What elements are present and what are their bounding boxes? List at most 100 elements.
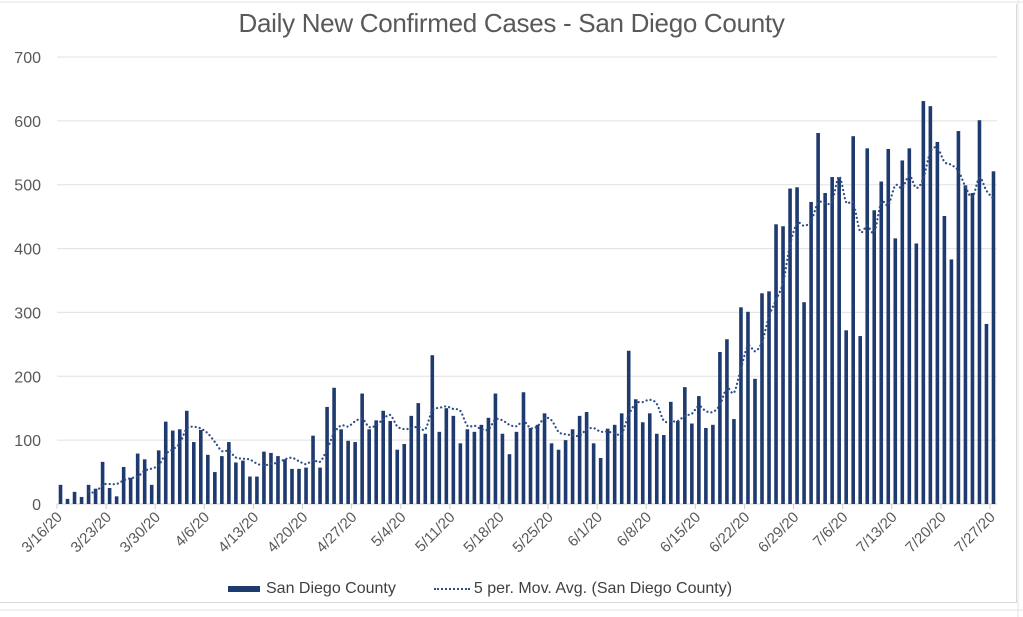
bar — [521, 392, 526, 504]
bar — [795, 187, 799, 505]
bar — [647, 413, 652, 504]
x-tick-label: 6/29/20 — [755, 509, 802, 556]
bar — [444, 408, 449, 504]
x-tick-label: 7/6/20 — [810, 509, 852, 551]
bar — [177, 429, 182, 504]
x-tick-label: 6/15/20 — [657, 509, 704, 556]
bar — [879, 181, 884, 504]
bar — [388, 420, 393, 504]
bar — [227, 442, 231, 504]
bar — [269, 452, 273, 504]
x-tick-label: 3/16/20 — [18, 509, 65, 556]
bar — [802, 302, 806, 504]
bar — [465, 429, 470, 504]
bar — [570, 429, 575, 504]
bar — [346, 440, 350, 504]
x-tick-label: 4/27/20 — [313, 509, 360, 556]
y-tick-label: 400 — [14, 242, 41, 259]
bar — [683, 387, 687, 504]
bar — [767, 291, 771, 504]
bar — [437, 431, 442, 504]
bar — [360, 393, 364, 504]
bar — [107, 488, 112, 504]
bar — [584, 412, 589, 504]
bar — [865, 148, 870, 504]
bar — [633, 399, 638, 504]
bar — [262, 451, 266, 504]
bar — [367, 429, 371, 504]
bar — [72, 491, 77, 504]
bar — [170, 430, 175, 504]
bar — [191, 442, 196, 504]
x-tick-label: 7/13/20 — [853, 509, 900, 556]
bar — [339, 429, 343, 504]
bar — [640, 422, 645, 504]
bar — [809, 201, 813, 504]
bar — [844, 330, 848, 504]
bar — [402, 443, 407, 504]
bar — [163, 421, 168, 504]
bar — [500, 433, 505, 504]
bar — [942, 216, 947, 505]
bar — [156, 450, 161, 504]
bar — [248, 476, 252, 504]
bar — [900, 160, 905, 504]
bar — [711, 424, 715, 504]
bar — [128, 477, 133, 504]
bar — [479, 424, 484, 504]
bar — [311, 435, 315, 504]
bar — [304, 467, 308, 504]
bar — [851, 136, 855, 504]
legend-label-bars: San Diego County — [266, 580, 396, 597]
bar — [395, 449, 400, 504]
y-tick-label: 500 — [14, 178, 41, 195]
bar — [661, 435, 666, 504]
bar — [283, 459, 287, 504]
bar — [781, 226, 785, 504]
bar — [991, 171, 996, 504]
y-tick-label: 600 — [14, 114, 41, 131]
y-tick-label: 700 — [14, 50, 41, 67]
bar — [121, 466, 126, 504]
x-tick-label: 3/23/20 — [68, 509, 115, 556]
bar — [290, 468, 294, 504]
bar — [234, 462, 238, 504]
bar — [914, 243, 919, 504]
bar — [556, 449, 561, 504]
bar — [830, 177, 834, 504]
bar — [732, 419, 736, 504]
bar — [963, 185, 968, 505]
x-tick-label: 4/13/20 — [215, 509, 262, 556]
bar — [206, 454, 210, 504]
bar — [921, 101, 926, 504]
legend-bar-swatch — [228, 586, 260, 592]
x-tick-label: 7/20/20 — [902, 509, 949, 556]
bar — [297, 468, 301, 504]
bar — [430, 355, 435, 504]
bar — [956, 131, 961, 504]
bar — [472, 431, 477, 504]
bar — [788, 188, 792, 504]
bar — [416, 403, 421, 504]
x-tick-label: 5/25/20 — [509, 509, 556, 556]
bar — [409, 415, 414, 504]
x-tick-label: 4/6/20 — [172, 509, 214, 551]
legend-item-moving-average: 5 per. Mov. Avg. (San Diego County) — [433, 580, 732, 598]
x-tick-label: 6/22/20 — [706, 509, 753, 556]
bar — [823, 193, 827, 504]
bar — [514, 431, 519, 504]
bar — [255, 476, 259, 504]
bar — [381, 410, 385, 504]
bar — [718, 352, 722, 504]
bar — [184, 410, 189, 504]
bar — [220, 456, 224, 504]
bar — [949, 259, 954, 504]
bar — [837, 177, 841, 504]
x-tick-label: 6/1/20 — [564, 509, 606, 551]
bar — [626, 350, 631, 504]
bar — [528, 428, 533, 504]
bar — [93, 488, 98, 504]
bar — [535, 424, 540, 504]
